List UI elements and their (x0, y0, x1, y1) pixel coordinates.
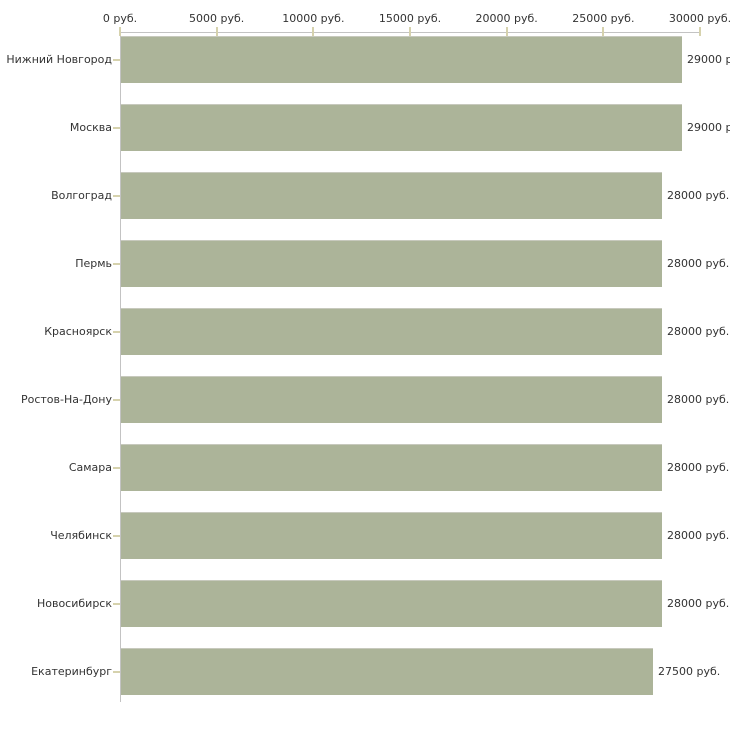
value-label: 27500 руб. (658, 665, 721, 678)
category-label: Екатеринбург (31, 665, 112, 678)
x-axis-tick-mark (505, 27, 508, 36)
bar (121, 308, 662, 355)
category-label: Самара (68, 461, 112, 474)
x-axis-tick-label: 20000 руб. (475, 12, 538, 25)
value-label: 28000 руб. (667, 189, 730, 202)
y-axis-tick-mark (113, 535, 120, 537)
bar (121, 240, 662, 287)
bar (121, 104, 682, 151)
value-label: 28000 руб. (667, 461, 730, 474)
y-axis-tick-mark (113, 331, 120, 333)
category-label: Нижний Новгород (6, 53, 112, 66)
y-axis-tick-mark (113, 195, 120, 197)
x-axis-tick-mark (312, 27, 315, 36)
category-label: Москва (69, 121, 112, 134)
category-label: Красноярск (44, 325, 112, 338)
bar (121, 376, 662, 423)
x-axis-tick-mark (215, 27, 218, 36)
category-label: Пермь (75, 257, 112, 270)
category-label: Новосибирск (36, 597, 112, 610)
value-label: 28000 руб. (667, 529, 730, 542)
x-axis-tick-mark (699, 27, 701, 36)
y-axis-tick-mark (113, 671, 120, 673)
value-label: 28000 руб. (667, 597, 730, 610)
x-axis-tick-label: 10000 руб. (282, 12, 345, 25)
y-axis-tick-mark (113, 399, 120, 401)
y-axis-tick-mark (113, 127, 120, 129)
y-axis-tick-mark (113, 603, 120, 605)
bar (121, 444, 662, 491)
y-axis-tick-mark (113, 467, 120, 469)
value-label: 28000 руб. (667, 325, 730, 338)
bar (121, 580, 662, 627)
x-axis-tick-mark (602, 27, 605, 36)
x-axis-tick-mark (119, 27, 121, 36)
x-axis-tick-label: 5000 руб. (189, 12, 245, 25)
bar (121, 36, 682, 83)
value-label: 28000 руб. (667, 393, 730, 406)
value-label: 29000 руб. (687, 53, 730, 66)
category-label: Ростов-На-Дону (20, 393, 112, 406)
category-label: Волгоград (51, 189, 112, 202)
x-axis-tick-label: 0 руб. (102, 12, 138, 25)
bar (121, 512, 662, 559)
bar (121, 172, 662, 219)
x-axis-tick-label: 25000 руб. (572, 12, 635, 25)
bar (121, 648, 653, 695)
value-label: 28000 руб. (667, 257, 730, 270)
y-axis-tick-mark (113, 59, 120, 61)
x-axis-tick-label: 15000 руб. (378, 12, 442, 25)
y-axis-tick-mark (113, 263, 120, 265)
x-axis-tick-label: 30000 руб. (668, 12, 730, 25)
category-label: Челябинск (50, 529, 112, 542)
y-axis-line (120, 32, 121, 702)
x-axis-tick-mark (409, 27, 411, 36)
value-label: 29000 руб. (687, 121, 730, 134)
